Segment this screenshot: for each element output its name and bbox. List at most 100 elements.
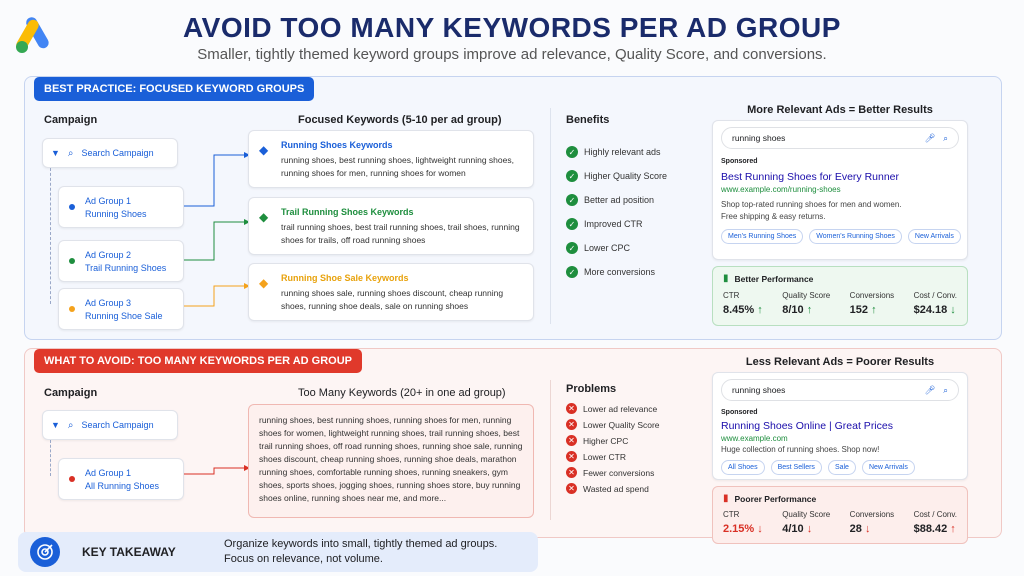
problem-item: ✕ Wasted ad spend <box>566 483 660 494</box>
metric-quality: Quality Score 4/10 ↓ <box>782 510 831 535</box>
metric-quality: Quality Score 8/10 ↑ <box>782 291 831 316</box>
x-icon: ✕ <box>566 419 577 430</box>
ad-group-2-label: Ad Group 2 <box>85 250 132 260</box>
campaign-label: Search Campaign <box>81 147 154 158</box>
check-icon: ✓ <box>566 266 578 278</box>
ad-group-name: All Running Shoes <box>85 481 160 491</box>
sitelink-pill[interactable]: New Arrivals <box>907 229 961 244</box>
target-icon <box>30 537 60 567</box>
bar-chart-icon: ▮ <box>723 273 729 284</box>
tag-icon: ◆ <box>259 276 269 290</box>
tree-connector <box>50 440 51 476</box>
ad-heading: Less Relevant Ads = Poorer Results <box>745 356 935 368</box>
ad-group-3-label: Ad Group 3 <box>85 298 132 308</box>
ad-preview-bad: running shoes 🎤︎ ⌕ Sponsored Running Sho… <box>712 372 968 480</box>
benefits-list: ✓ Highly relevant ads ✓ Higher Quality Sco… <box>566 146 667 278</box>
search-campaign-box[interactable]: ▼ ⌕ Search Campaign <box>42 410 178 440</box>
search-campaign-box[interactable]: ▼ ⌕ Search Campaign <box>42 138 178 168</box>
sitelinks: Men's Running Shoes Women's Running Shoe… <box>721 229 961 244</box>
search-bar[interactable]: running shoes 🎤︎ ⌕ <box>721 379 959 401</box>
problems-heading: Problems <box>566 383 617 395</box>
benefit-item: ✓ Better ad position <box>566 194 667 206</box>
mic-icon[interactable]: 🎤︎ <box>924 384 936 395</box>
problem-item: ✕ Lower CTR <box>566 451 660 462</box>
benefit-item: ✓ More conversions <box>566 266 667 278</box>
keyword-box-1-title: Running Shoes Keywords <box>281 140 393 150</box>
ad-group-arrows <box>184 152 250 307</box>
x-icon: ✕ <box>566 435 577 446</box>
sitelink-pill[interactable]: New Arrivals <box>861 460 915 475</box>
keyword-box-3-text: running shoes sale, running shoes discou… <box>281 288 504 311</box>
takeaway-label: KEY TAKEAWAY <box>82 545 176 559</box>
ad-group-2-box[interactable]: Ad Group 2 Trail Running Shoes <box>58 240 184 282</box>
campaign-label: Search Campaign <box>81 419 154 430</box>
ad-group-arrow <box>184 465 250 475</box>
keyword-box-2: ◆ Trail Running Shoes Keywords trail run… <box>248 197 534 255</box>
benefit-item: ✓ Improved CTR <box>566 218 667 230</box>
x-icon: ✕ <box>566 451 577 462</box>
ad-group-1-box[interactable]: Ad Group 1 Running Shoes <box>58 186 184 228</box>
sitelink-pill[interactable]: Men's Running Shoes <box>721 229 804 244</box>
check-icon: ✓ <box>566 194 578 206</box>
sponsored-label: Sponsored <box>721 158 758 165</box>
ad-heading: More Relevant Ads = Better Results <box>747 104 933 116</box>
ad-group-2-dot <box>69 258 75 264</box>
takeaway-text: Organize keywords into small, tightly th… <box>224 537 497 567</box>
problem-item: ✕ Higher CPC <box>566 435 660 446</box>
ad-title[interactable]: Best Running Shoes for Every Runner <box>721 171 900 183</box>
keyword-overload-text: running shoes, best running shoes, runni… <box>259 415 523 503</box>
ad-group-1-label: Ad Group 1 <box>85 196 132 206</box>
search-icon: ⌕ <box>67 147 74 159</box>
x-icon: ✕ <box>566 483 577 494</box>
bar-chart-icon: ▮ <box>723 493 729 504</box>
perf-heading: Poorer Performance <box>734 493 817 504</box>
ad-group-all-box[interactable]: Ad Group 1 All Running Shoes <box>58 458 184 500</box>
lens-icon[interactable]: ⌕ <box>943 132 948 143</box>
key-takeaway: KEY TAKEAWAY Organize keywords into smal… <box>18 532 538 572</box>
sitelink-pill[interactable]: Best Sellers <box>770 460 822 475</box>
sitelink-pill[interactable]: Women's Running Shoes <box>809 229 902 244</box>
page-title: AVOID TOO MANY KEYWORDS PER AD GROUP <box>183 12 841 43</box>
keyword-box-1: ◆ Running Shoes Keywords running shoes, … <box>248 130 534 188</box>
problem-item: ✕ Lower ad relevance <box>566 403 660 414</box>
ad-group-3-box[interactable]: Ad Group 3 Running Shoe Sale <box>58 288 184 330</box>
keyword-box-2-title: Trail Running Shoes Keywords <box>281 207 414 217</box>
google-ads-logo-icon <box>14 14 58 54</box>
divider <box>550 380 551 520</box>
benefit-item: ✓ Highly relevant ads <box>566 146 667 158</box>
search-bar[interactable]: running shoes 🎤︎ ⌕ <box>721 127 959 149</box>
check-icon: ✓ <box>566 218 578 230</box>
benefits-heading: Benefits <box>566 114 610 126</box>
ad-url[interactable]: www.example.com <box>721 434 788 443</box>
search-query: running shoes <box>732 133 786 143</box>
keyword-box-2-text: trail running shoes, best trail running … <box>281 222 520 245</box>
ad-group-label: Ad Group 1 <box>85 468 132 478</box>
ad-title[interactable]: Running Shoes Online | Great Prices <box>721 420 893 432</box>
takeaway-line-2: Focus on relevance, not volume. <box>224 553 383 565</box>
check-icon: ✓ <box>566 170 578 182</box>
ad-group-1-name: Running Shoes <box>85 209 147 219</box>
metric-ctr: CTR 2.15% ↓ <box>723 510 763 535</box>
campaign-heading: Campaign <box>44 114 98 126</box>
lens-icon[interactable]: ⌕ <box>943 384 948 395</box>
ad-desc-1: Shop top-rated running shoes for men and… <box>721 200 902 209</box>
keyword-box-1-text: running shoes, best running shoes, light… <box>281 155 514 178</box>
benefit-item: ✓ Lower CPC <box>566 242 667 254</box>
mic-icon[interactable]: 🎤︎ <box>924 132 936 143</box>
search-icon: ⌕ <box>67 419 74 431</box>
search-query: running shoes <box>732 385 786 395</box>
check-icon: ✓ <box>566 242 578 254</box>
ad-group-3-dot <box>69 306 75 312</box>
metric-cost: Cost / Conv. $24.18 ↓ <box>913 291 957 316</box>
sitelink-pill[interactable]: All Shoes <box>721 460 765 475</box>
sitelink-pill[interactable]: Sale <box>827 460 856 475</box>
performance-bad: ▮ Poorer Performance CTR 2.15% ↓ Quality S… <box>712 486 968 544</box>
ad-url[interactable]: www.example.com/running-shoes <box>721 185 841 194</box>
x-icon: ✕ <box>566 403 577 414</box>
tree-connector <box>50 168 51 304</box>
ad-desc-2: Free shipping & easy returns. <box>721 212 826 221</box>
metric-cost: Cost / Conv. $88.42 ↑ <box>913 510 957 535</box>
problem-item: ✕ Lower Quality Score <box>566 419 660 430</box>
filter-icon: ▼ <box>51 420 60 430</box>
divider <box>550 108 551 324</box>
